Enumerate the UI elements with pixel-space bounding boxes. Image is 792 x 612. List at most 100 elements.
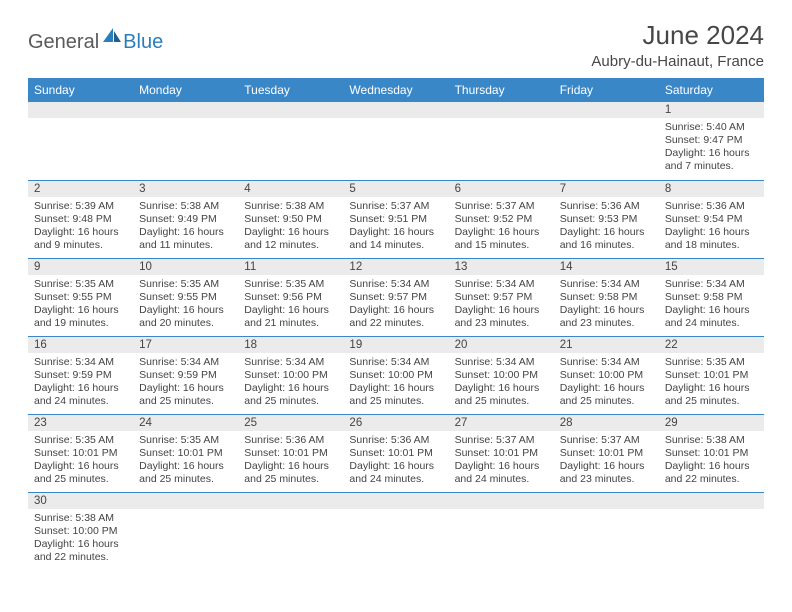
daylight-line1: Daylight: 16 hours <box>665 304 758 317</box>
sunset-text: Sunset: 10:01 PM <box>560 447 653 460</box>
sunset-text: Sunset: 10:00 PM <box>455 369 548 382</box>
calendar-cell: 23Sunrise: 5:35 AMSunset: 10:01 PMDaylig… <box>28 414 133 492</box>
sunrise-text: Sunrise: 5:34 AM <box>34 356 127 369</box>
sunset-text: Sunset: 9:58 PM <box>665 291 758 304</box>
day-number: 19 <box>343 337 448 353</box>
daylight-line2: and 25 minutes. <box>139 395 232 408</box>
day-details: Sunrise: 5:34 AMSunset: 9:59 PMDaylight:… <box>28 353 133 413</box>
title-block: June 2024 Aubry-du-Hainaut, France <box>591 20 764 70</box>
daylight-line1: Daylight: 16 hours <box>349 382 442 395</box>
calendar-cell: 12Sunrise: 5:34 AMSunset: 9:57 PMDayligh… <box>343 258 448 336</box>
day-number <box>133 493 238 509</box>
day-header: Wednesday <box>343 78 448 102</box>
calendar-cell <box>343 492 448 570</box>
day-details: Sunrise: 5:34 AMSunset: 9:57 PMDaylight:… <box>343 275 448 335</box>
calendar-cell: 27Sunrise: 5:37 AMSunset: 10:01 PMDaylig… <box>449 414 554 492</box>
calendar-cell: 14Sunrise: 5:34 AMSunset: 9:58 PMDayligh… <box>554 258 659 336</box>
sunrise-text: Sunrise: 5:35 AM <box>665 356 758 369</box>
day-details: Sunrise: 5:36 AMSunset: 10:01 PMDaylight… <box>238 431 343 491</box>
sunrise-text: Sunrise: 5:36 AM <box>560 200 653 213</box>
daylight-line2: and 24 minutes. <box>349 473 442 486</box>
daylight-line1: Daylight: 16 hours <box>455 304 548 317</box>
daylight-line1: Daylight: 16 hours <box>560 304 653 317</box>
sunrise-text: Sunrise: 5:35 AM <box>34 278 127 291</box>
day-header: Thursday <box>449 78 554 102</box>
day-number: 27 <box>449 415 554 431</box>
day-number: 21 <box>554 337 659 353</box>
daylight-line2: and 25 minutes. <box>139 473 232 486</box>
sunset-text: Sunset: 9:50 PM <box>244 213 337 226</box>
sunrise-text: Sunrise: 5:37 AM <box>455 434 548 447</box>
calendar-week-row: 2Sunrise: 5:39 AMSunset: 9:48 PMDaylight… <box>28 180 764 258</box>
daylight-line1: Daylight: 16 hours <box>665 226 758 239</box>
sunset-text: Sunset: 10:00 PM <box>560 369 653 382</box>
day-number <box>238 102 343 118</box>
day-header: Monday <box>133 78 238 102</box>
day-number: 16 <box>28 337 133 353</box>
sunset-text: Sunset: 9:57 PM <box>349 291 442 304</box>
day-number: 20 <box>449 337 554 353</box>
calendar-cell <box>238 492 343 570</box>
daylight-line1: Daylight: 16 hours <box>139 460 232 473</box>
calendar-cell: 26Sunrise: 5:36 AMSunset: 10:01 PMDaylig… <box>343 414 448 492</box>
day-details: Sunrise: 5:38 AMSunset: 9:50 PMDaylight:… <box>238 197 343 257</box>
calendar-cell: 13Sunrise: 5:34 AMSunset: 9:57 PMDayligh… <box>449 258 554 336</box>
sunrise-text: Sunrise: 5:34 AM <box>349 356 442 369</box>
sunrise-text: Sunrise: 5:35 AM <box>139 278 232 291</box>
calendar-week-row: 9Sunrise: 5:35 AMSunset: 9:55 PMDaylight… <box>28 258 764 336</box>
daylight-line2: and 25 minutes. <box>455 395 548 408</box>
sunrise-text: Sunrise: 5:34 AM <box>560 356 653 369</box>
sunrise-text: Sunrise: 5:34 AM <box>560 278 653 291</box>
sunset-text: Sunset: 9:48 PM <box>34 213 127 226</box>
day-details: Sunrise: 5:35 AMSunset: 9:55 PMDaylight:… <box>28 275 133 335</box>
sunset-text: Sunset: 10:00 PM <box>349 369 442 382</box>
day-number: 1 <box>659 102 764 118</box>
page-header: General Blue June 2024 Aubry-du-Hainaut,… <box>28 20 764 70</box>
day-details: Sunrise: 5:40 AMSunset: 9:47 PMDaylight:… <box>659 118 764 178</box>
day-details: Sunrise: 5:34 AMSunset: 9:57 PMDaylight:… <box>449 275 554 335</box>
sunset-text: Sunset: 9:59 PM <box>34 369 127 382</box>
day-details: Sunrise: 5:36 AMSunset: 10:01 PMDaylight… <box>343 431 448 491</box>
day-details: Sunrise: 5:34 AMSunset: 9:58 PMDaylight:… <box>659 275 764 335</box>
calendar-cell <box>28 102 133 180</box>
day-number: 5 <box>343 181 448 197</box>
calendar-cell: 19 Sunrise: 5:34 AMSunset: 10:00 PMDaylig… <box>343 336 448 414</box>
daylight-line1: Daylight: 16 hours <box>560 382 653 395</box>
daylight-line1: Daylight: 16 hours <box>560 460 653 473</box>
sunrise-text: Sunrise: 5:34 AM <box>349 278 442 291</box>
day-number: 26 <box>343 415 448 431</box>
daylight-line2: and 18 minutes. <box>665 239 758 252</box>
calendar-cell: 25Sunrise: 5:36 AMSunset: 10:01 PMDaylig… <box>238 414 343 492</box>
calendar-cell <box>554 492 659 570</box>
daylight-line2: and 20 minutes. <box>139 317 232 330</box>
daylight-line1: Daylight: 16 hours <box>455 460 548 473</box>
day-details: Sunrise: 5:34 AMSunset: 10:00 PMDaylight… <box>238 353 343 413</box>
calendar-cell: 2Sunrise: 5:39 AMSunset: 9:48 PMDaylight… <box>28 180 133 258</box>
day-number: 13 <box>449 259 554 275</box>
day-details: Sunrise: 5:35 AMSunset: 10:01 PMDaylight… <box>28 431 133 491</box>
day-number: 23 <box>28 415 133 431</box>
daylight-line2: and 24 minutes. <box>34 395 127 408</box>
day-number <box>659 493 764 509</box>
day-details: Sunrise: 5:35 AMSunset: 9:56 PMDaylight:… <box>238 275 343 335</box>
logo-text-general: General <box>28 31 99 54</box>
sunrise-text: Sunrise: 5:35 AM <box>244 278 337 291</box>
day-header: Friday <box>554 78 659 102</box>
sunset-text: Sunset: 9:55 PM <box>139 291 232 304</box>
sunrise-text: Sunrise: 5:39 AM <box>34 200 127 213</box>
sunrise-text: Sunrise: 5:36 AM <box>244 434 337 447</box>
calendar-body: 1Sunrise: 5:40 AMSunset: 9:47 PMDaylight… <box>28 102 764 570</box>
sunset-text: Sunset: 10:01 PM <box>244 447 337 460</box>
calendar-cell: 3Sunrise: 5:38 AMSunset: 9:49 PMDaylight… <box>133 180 238 258</box>
day-number <box>343 102 448 118</box>
daylight-line1: Daylight: 16 hours <box>34 460 127 473</box>
calendar-cell: 5Sunrise: 5:37 AMSunset: 9:51 PMDaylight… <box>343 180 448 258</box>
sunset-text: Sunset: 9:51 PM <box>349 213 442 226</box>
calendar-week-row: 16Sunrise: 5:34 AMSunset: 9:59 PMDayligh… <box>28 336 764 414</box>
sunrise-text: Sunrise: 5:35 AM <box>34 434 127 447</box>
calendar-cell <box>238 102 343 180</box>
daylight-line1: Daylight: 16 hours <box>34 226 127 239</box>
daylight-line2: and 16 minutes. <box>560 239 653 252</box>
calendar-cell <box>449 492 554 570</box>
calendar-page: General Blue June 2024 Aubry-du-Hainaut,… <box>0 0 792 580</box>
